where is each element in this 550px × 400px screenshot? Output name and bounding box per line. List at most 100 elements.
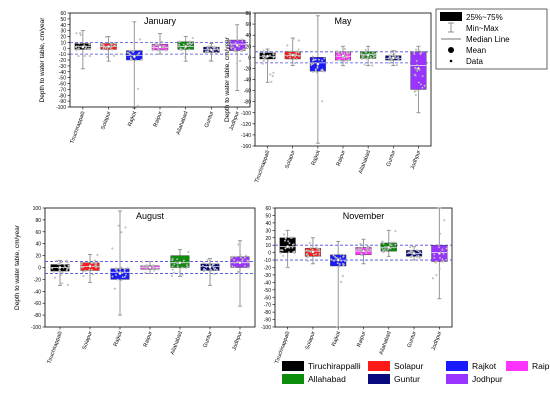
box-tiruchirappalli	[259, 48, 276, 83]
data-point	[208, 45, 211, 48]
y-tick-label: 0	[63, 46, 66, 52]
box-jodhpur	[230, 240, 250, 307]
data-point	[77, 55, 80, 58]
y-tick-label: 30	[60, 29, 66, 35]
data-point	[335, 50, 338, 53]
x-tick-label: Guntur	[204, 110, 215, 128]
box-solapur	[80, 253, 100, 283]
x-tick-label: Solapur	[100, 110, 112, 130]
data-point	[286, 44, 289, 47]
data-point	[414, 74, 417, 77]
data-point	[390, 59, 393, 62]
y-tick-label: -40	[59, 70, 66, 76]
data-point	[435, 274, 438, 277]
data-point	[381, 246, 384, 249]
data-point	[384, 249, 387, 252]
data-point	[113, 41, 116, 44]
data-point	[423, 84, 426, 87]
box-tiruchirappalli	[74, 30, 92, 70]
legend-stats-label: Min~Max	[466, 24, 499, 33]
data-point	[102, 44, 105, 47]
data-point	[409, 245, 412, 248]
mean-marker	[387, 245, 391, 249]
y-tick-label: -80	[264, 310, 271, 316]
data-point	[359, 242, 362, 245]
data-point	[66, 283, 69, 286]
data-point	[176, 265, 179, 268]
data-point	[295, 58, 298, 61]
data-point	[178, 40, 181, 43]
data-point	[243, 264, 246, 267]
data-point	[284, 237, 287, 240]
data-point	[120, 279, 123, 282]
data-point	[371, 64, 374, 67]
data-point	[205, 262, 208, 265]
data-point	[360, 252, 363, 255]
data-point	[234, 255, 237, 258]
data-point	[75, 45, 78, 48]
data-point	[309, 246, 312, 249]
data-point	[314, 58, 317, 61]
data-point	[431, 277, 434, 280]
data-point	[123, 275, 126, 278]
data-point	[173, 263, 176, 266]
data-point	[316, 66, 319, 69]
data-point	[157, 47, 160, 50]
legend-swatch-jodhpur	[446, 374, 468, 384]
data-point	[361, 56, 364, 59]
data-point	[262, 59, 265, 62]
data-point	[307, 255, 310, 258]
y-tick-label: -50	[59, 76, 66, 82]
data-point	[318, 247, 321, 250]
data-point	[445, 247, 448, 250]
data-point	[157, 43, 160, 46]
data-point	[60, 261, 63, 264]
data-point	[63, 265, 66, 268]
data-point	[311, 248, 314, 251]
box-rajkot	[330, 241, 347, 328]
data-point	[297, 54, 300, 57]
y-tick-label: 10	[265, 243, 271, 249]
plot-frame	[69, 12, 251, 108]
data-point	[128, 52, 131, 55]
data-point	[78, 47, 81, 50]
data-point	[292, 38, 295, 41]
data-point	[312, 58, 315, 61]
legend-stats-label: Mean	[466, 46, 486, 55]
y-tick-label: -120	[241, 122, 251, 128]
data-point	[184, 56, 187, 59]
data-point	[206, 258, 209, 261]
data-point	[372, 54, 375, 57]
stats-legend: 25%~75% Min~Max Median Line Mean Data	[435, 8, 548, 70]
data-point	[438, 243, 441, 246]
x-tick-label: Rajkot	[311, 149, 322, 166]
data-point	[419, 255, 422, 258]
data-point	[339, 257, 342, 260]
data-point	[443, 219, 446, 222]
legend-stats-label: Median Line	[466, 35, 510, 44]
data-point	[153, 45, 156, 48]
box-rajkot	[110, 210, 130, 316]
data-point	[151, 49, 154, 52]
data-point	[171, 268, 174, 271]
data-point	[176, 258, 179, 261]
city-legend: Tiruchirappalli Solapur Rajkot Raipur Allaha…	[282, 361, 550, 384]
data-point	[287, 240, 290, 243]
x-tick-label: Guntur	[386, 149, 397, 167]
data-point	[102, 46, 105, 49]
data-point	[433, 253, 436, 256]
data-point	[415, 64, 418, 67]
data-point	[438, 267, 441, 270]
data-point	[95, 263, 98, 266]
data-point	[409, 255, 412, 258]
data-point	[61, 271, 64, 274]
data-point	[261, 54, 264, 57]
data-point	[270, 80, 273, 83]
data-point	[355, 248, 358, 251]
data-point	[341, 275, 344, 278]
mean-marker	[118, 271, 122, 276]
data-point	[144, 264, 147, 267]
data-point	[124, 226, 127, 229]
y-tick-label: -100	[56, 105, 66, 111]
chart-panel-january: January-100-90-80-70-60-50-40-30-20-1001…	[39, 11, 251, 145]
